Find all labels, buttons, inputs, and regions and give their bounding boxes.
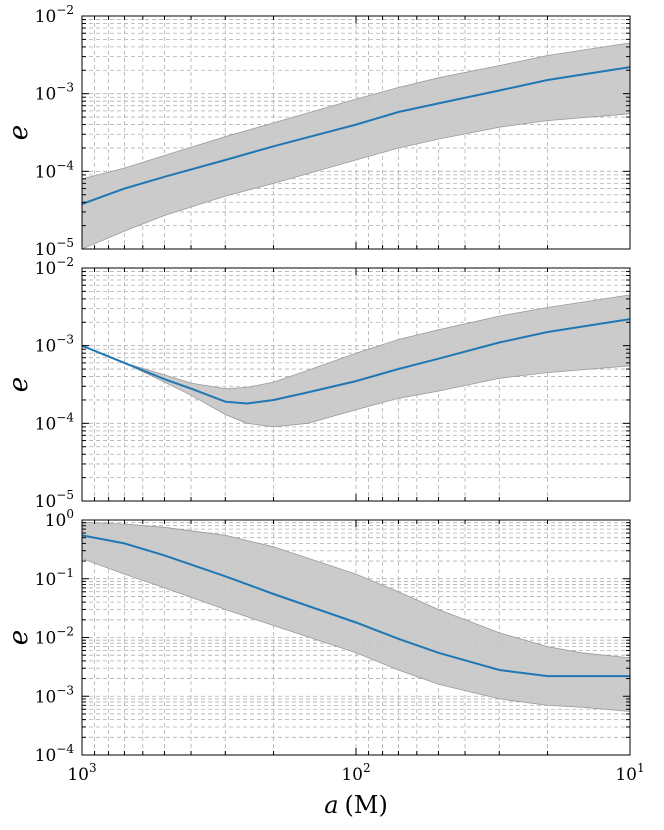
x-tick-label-exponent: 2 bbox=[363, 761, 371, 775]
x-tick-label-exponent: 3 bbox=[89, 761, 97, 775]
ticks bbox=[82, 15, 631, 250]
x-tick-label: 102 bbox=[341, 761, 370, 785]
x-tick-label-base: 10 bbox=[341, 765, 363, 785]
y-tick-label: 10−3 bbox=[35, 333, 74, 357]
y-tick-label-exponent: −2 bbox=[56, 3, 74, 17]
y-tick-label: 10−5 bbox=[35, 488, 74, 512]
median-line bbox=[82, 318, 630, 405]
y-tick-label-base: 10 bbox=[35, 414, 57, 434]
confidence-band bbox=[82, 521, 630, 712]
x-tick-label-base: 10 bbox=[615, 765, 637, 785]
y-tick-label: 10−1 bbox=[35, 566, 74, 590]
panel-1: 10−510−410−310−2e bbox=[4, 3, 631, 260]
y-tick-label-base: 10 bbox=[35, 85, 57, 105]
ticks bbox=[82, 267, 631, 502]
x-tick-label: 103 bbox=[67, 761, 96, 785]
y-tick-label-exponent: −2 bbox=[56, 625, 74, 639]
y-tick-label: 10−4 bbox=[35, 158, 75, 182]
x-tick-label-exponent: 1 bbox=[637, 761, 645, 775]
y-tick-label-exponent: −4 bbox=[56, 158, 74, 172]
median-line bbox=[82, 66, 630, 205]
y-tick-label: 10−3 bbox=[35, 683, 74, 707]
y-tick-label-exponent: −4 bbox=[56, 410, 74, 424]
y-tick-label-base: 10 bbox=[35, 259, 57, 279]
y-tick-label: 10−5 bbox=[35, 236, 74, 260]
y-tick-label-base: 10 bbox=[35, 162, 57, 182]
x-tick-label: 101 bbox=[615, 761, 644, 785]
x-axis-label: a (M) bbox=[324, 791, 388, 819]
y-tick-label-base: 10 bbox=[35, 746, 57, 766]
y-tick-label-base: 10 bbox=[35, 240, 57, 260]
y-tick-label-exponent: −3 bbox=[56, 683, 74, 697]
y-tick-label: 100 bbox=[45, 507, 74, 531]
series-1 bbox=[82, 42, 630, 249]
confidence-band bbox=[82, 294, 630, 428]
y-tick-label-base: 10 bbox=[45, 511, 67, 531]
y-tick-label-base: 10 bbox=[35, 492, 57, 512]
y-tick-label-exponent: −4 bbox=[56, 742, 74, 756]
y-tick-label-exponent: 0 bbox=[66, 507, 74, 521]
x-axis-label-unit: (M) bbox=[345, 791, 388, 819]
y-axis-label: e bbox=[4, 125, 34, 140]
y-tick-label-base: 10 bbox=[35, 570, 57, 590]
y-tick-label-exponent: −2 bbox=[56, 255, 74, 269]
y-tick-label: 10−4 bbox=[35, 410, 75, 434]
confidence-band bbox=[82, 42, 630, 249]
y-tick-label-exponent: −5 bbox=[56, 488, 74, 502]
y-tick-label-exponent: −1 bbox=[56, 566, 74, 580]
x-axis-label-variable: a bbox=[324, 791, 338, 819]
y-tick-label-base: 10 bbox=[35, 629, 57, 649]
y-tick-label-base: 10 bbox=[35, 7, 57, 27]
x-tick-label-base: 10 bbox=[67, 765, 89, 785]
y-tick-label-exponent: −5 bbox=[56, 236, 74, 250]
series-1 bbox=[82, 294, 630, 428]
y-axis-label: e bbox=[4, 630, 34, 645]
y-tick-label: 10−2 bbox=[35, 625, 74, 649]
y-tick-label-base: 10 bbox=[35, 687, 57, 707]
panel-2: 10−510−410−310−2e bbox=[4, 255, 631, 512]
y-tick-label-base: 10 bbox=[35, 337, 57, 357]
y-tick-label-exponent: −3 bbox=[56, 333, 74, 347]
median-line bbox=[82, 534, 630, 678]
y-tick-label: 10−3 bbox=[35, 81, 74, 105]
y-tick-label: 10−2 bbox=[35, 255, 74, 279]
ticks bbox=[82, 519, 631, 756]
y-axis-label: e bbox=[4, 377, 34, 392]
series-1 bbox=[82, 521, 630, 712]
y-tick-label: 10−2 bbox=[35, 3, 74, 27]
y-tick-label-exponent: −3 bbox=[56, 81, 74, 95]
y-tick-label: 10−4 bbox=[35, 742, 75, 766]
